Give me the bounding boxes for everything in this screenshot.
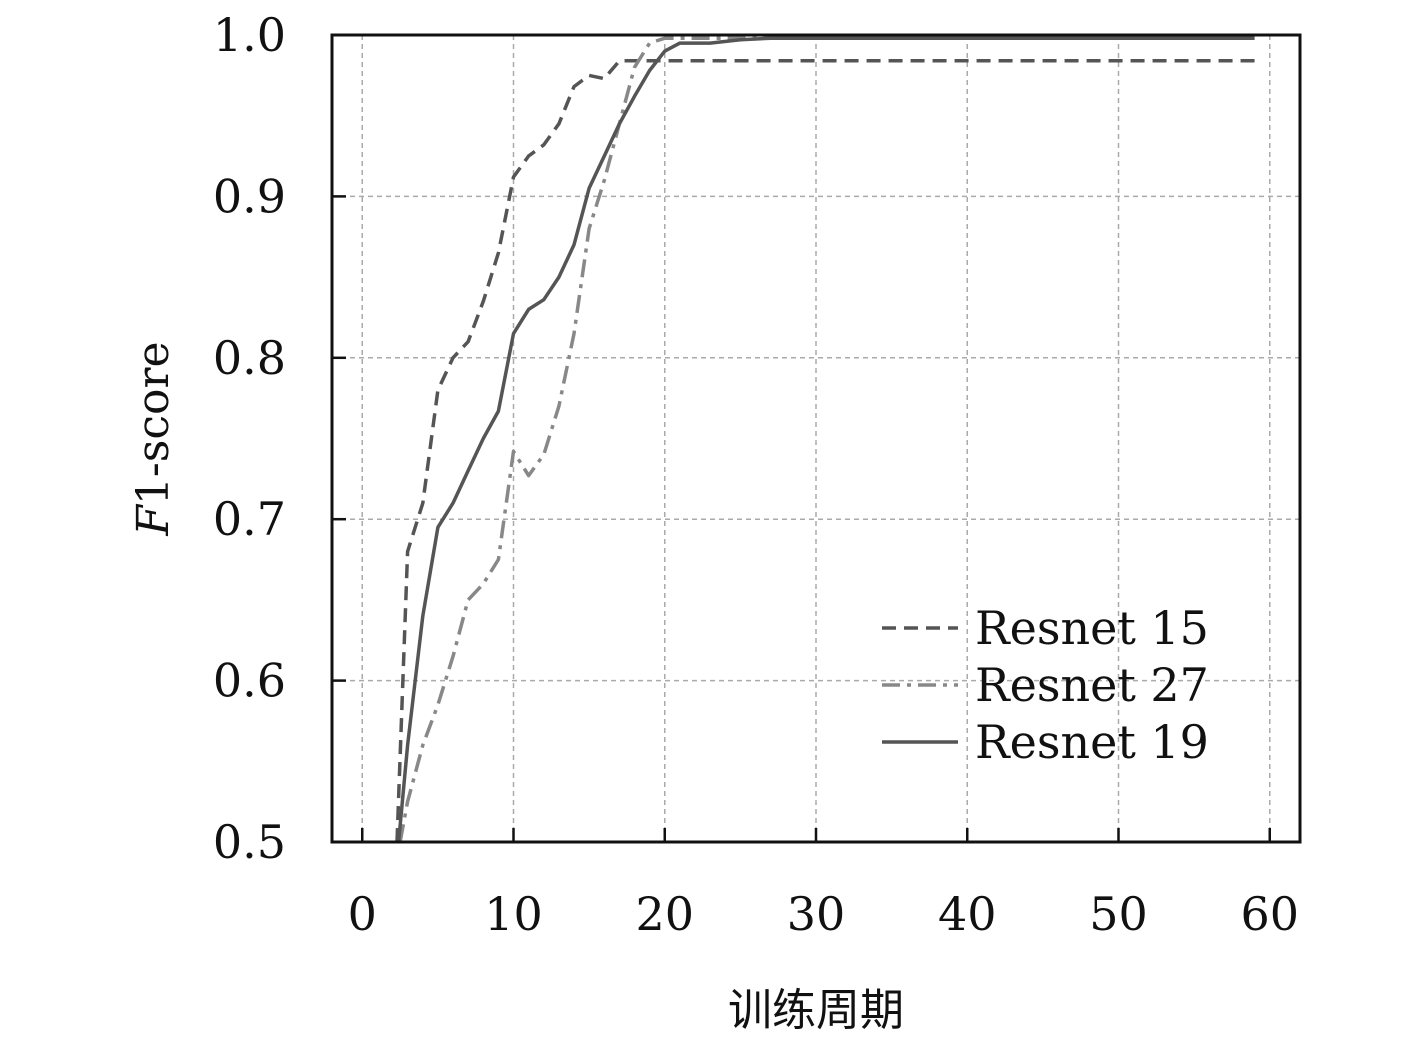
y-tick-labels: 0.5 0.6 0.7 0.8 0.9 1.0: [213, 8, 286, 869]
series-line-1: [395, 59, 1255, 843]
x-tick-label: 0: [348, 887, 377, 941]
x-tick-label: 30: [787, 887, 846, 941]
series-lines: [395, 36, 1255, 843]
x-tick-label: 10: [484, 887, 543, 941]
legend-label-1: Resnet 15: [975, 601, 1209, 655]
series-line-3: [396, 36, 1255, 843]
y-axis-title-rest: 1-score: [128, 341, 179, 505]
legend-label-3: Resnet 19: [975, 715, 1209, 769]
y-tick-label: 0.7: [213, 492, 286, 546]
x-tick-label: 50: [1089, 887, 1148, 941]
x-tick-labels: 0 10 20 30 40 50 60: [348, 887, 1299, 941]
legend-label-2: Resnet 27: [975, 658, 1209, 712]
x-tick-label: 40: [938, 887, 997, 941]
axis-ticks: [332, 33, 1271, 844]
y-tick-label: 0.9: [213, 169, 286, 223]
x-axis-title: 训练周期: [728, 985, 904, 1036]
x-tick-label: 20: [635, 887, 694, 941]
x-tick-label: 60: [1240, 887, 1299, 941]
y-tick-label: 1.0: [213, 8, 286, 62]
y-axis-title-italic: F: [128, 504, 179, 537]
y-tick-label: 0.8: [213, 331, 286, 385]
y-tick-label: 0.6: [213, 654, 286, 708]
y-tick-label: 0.5: [213, 815, 286, 869]
y-axis-title: F1-score: [128, 341, 179, 536]
